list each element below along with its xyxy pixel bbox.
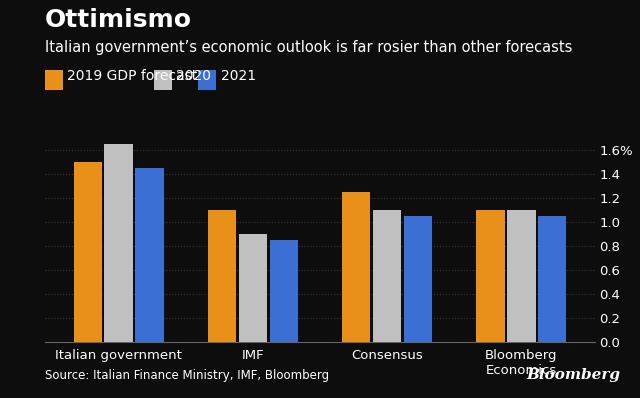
Bar xyxy=(404,216,432,342)
Bar xyxy=(538,216,566,342)
Bar xyxy=(476,210,505,342)
Bar xyxy=(342,192,371,342)
Text: 2020: 2020 xyxy=(176,69,211,84)
Bar xyxy=(269,240,298,342)
Bar xyxy=(104,144,133,342)
Bar xyxy=(135,168,164,342)
Text: 2021: 2021 xyxy=(221,69,256,84)
Bar xyxy=(208,210,236,342)
Text: Ottimismo: Ottimismo xyxy=(45,8,192,32)
Bar xyxy=(373,210,401,342)
Text: Bloomberg: Bloomberg xyxy=(527,368,621,382)
Text: 2019 GDP forecast: 2019 GDP forecast xyxy=(67,69,198,84)
Bar xyxy=(507,210,536,342)
Bar xyxy=(74,162,102,342)
Bar xyxy=(239,234,267,342)
Text: Italian government’s economic outlook is far rosier than other forecasts: Italian government’s economic outlook is… xyxy=(45,40,572,55)
Text: Source: Italian Finance Ministry, IMF, Bloomberg: Source: Italian Finance Ministry, IMF, B… xyxy=(45,369,329,382)
